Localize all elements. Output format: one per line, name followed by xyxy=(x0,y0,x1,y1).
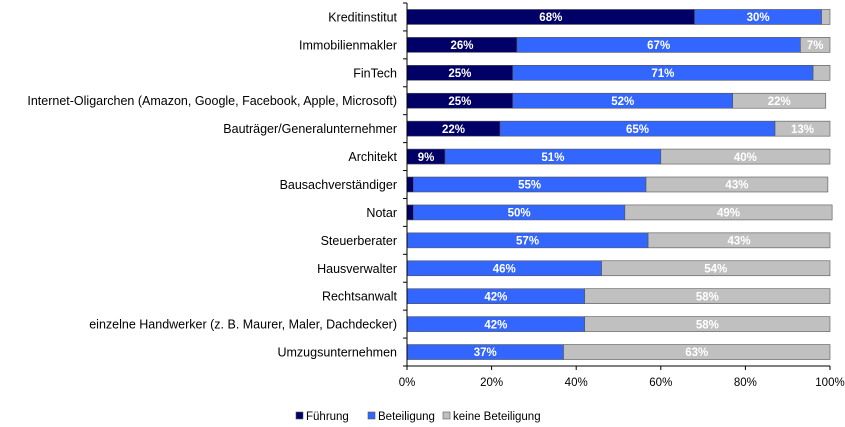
bar-segment-keine-beteiligung xyxy=(774,120,831,137)
data-label: 49% xyxy=(717,208,740,220)
legend-label: Beteiligung xyxy=(378,411,435,423)
data-label: 57% xyxy=(516,236,539,248)
data-label: 43% xyxy=(728,236,751,248)
data-label: 63% xyxy=(685,347,708,359)
data-label: 54% xyxy=(704,263,727,275)
data-label: 55% xyxy=(518,180,541,192)
category-label: Bausachverständiger xyxy=(280,178,397,192)
data-label: 68% xyxy=(539,12,562,24)
bar-segment-keine-beteiligung xyxy=(584,316,831,332)
bar-segment-keine-beteiligung xyxy=(584,288,831,304)
legend-swatch xyxy=(442,411,451,420)
category-label: Internet-Oligarchen (Amazon, Google, Fac… xyxy=(27,94,397,108)
category-label: Notar xyxy=(366,206,397,220)
data-label: 9% xyxy=(418,152,435,164)
bar-segment-keine-beteiligung xyxy=(660,148,831,165)
bar-segment-keine-beteiligung xyxy=(732,92,827,109)
data-label: 30% xyxy=(747,12,770,24)
data-label: 58% xyxy=(696,291,719,303)
category-label: Architekt xyxy=(348,150,397,164)
bar-segment-keine-beteiligung xyxy=(563,344,831,360)
data-label: 71% xyxy=(651,68,674,80)
data-label: 58% xyxy=(696,319,719,331)
data-label: 26% xyxy=(450,40,473,52)
data-label: 42% xyxy=(484,291,507,303)
x-tick-label: 80% xyxy=(734,377,757,389)
data-label: 51% xyxy=(541,152,564,164)
legend-label: keine Beteiligung xyxy=(453,411,541,423)
x-axis: 0% 20% 40% 60% 80% 100% xyxy=(399,2,845,389)
x-tick-label: 0% xyxy=(399,377,416,389)
data-label: 46% xyxy=(493,263,516,275)
category-label: Bauträger/Generalunternehmer xyxy=(223,122,397,136)
category-labels: Kreditinstitut Immobilienmakler FinTech Int… xyxy=(27,10,397,359)
bar-segment-keine-beteiligung xyxy=(821,9,831,25)
bar-segment-keine-beteiligung xyxy=(800,37,831,53)
legend-swatch xyxy=(295,411,304,420)
data-label: 25% xyxy=(448,68,471,80)
bar-segment-keine-beteiligung xyxy=(624,204,833,221)
bar-segment-keine-beteiligung xyxy=(645,176,829,193)
bar-segment-führung xyxy=(406,204,414,221)
x-tick-label: 60% xyxy=(649,377,672,389)
data-label: 40% xyxy=(734,152,757,164)
data-label: 50% xyxy=(508,208,531,220)
data-label: 22% xyxy=(442,124,465,136)
data-label: 65% xyxy=(626,124,649,136)
category-label: einzelne Handwerker (z. B. Maurer, Maler… xyxy=(89,318,397,332)
category-label: Umzugsunternehmen xyxy=(277,346,397,360)
data-label: 25% xyxy=(448,96,471,108)
data-label: 67% xyxy=(647,40,670,52)
legend-label: Führung xyxy=(306,411,349,423)
category-label: FinTech xyxy=(353,66,397,80)
legend: Führung Beteiligung keine Beteiligung xyxy=(295,411,541,423)
x-tick-label: 100% xyxy=(815,377,844,389)
category-label: Steuerberater xyxy=(321,234,397,248)
category-label: Kreditinstitut xyxy=(328,10,397,24)
data-label: 22% xyxy=(768,96,791,108)
category-label: Rechtsanwalt xyxy=(322,290,398,304)
data-label: 13% xyxy=(791,124,814,136)
data-label: 37% xyxy=(474,347,497,359)
bar-segment-keine-beteiligung xyxy=(812,65,831,81)
data-label: 42% xyxy=(484,319,507,331)
x-tick-label: 40% xyxy=(565,377,588,389)
bar-segment-keine-beteiligung xyxy=(601,260,831,277)
category-label: Hausverwalter xyxy=(317,262,397,276)
category-label: Immobilienmakler xyxy=(299,38,397,52)
legend-swatch xyxy=(367,411,376,420)
data-label: 52% xyxy=(611,96,634,108)
x-tick-label: 20% xyxy=(480,377,503,389)
bar-segment-keine-beteiligung xyxy=(647,232,831,249)
data-label: 43% xyxy=(725,180,748,192)
bar-segment-führung xyxy=(406,176,414,193)
bars-layer: 68% 30% 26% 67% 7% 25% 71% 25% 52% 22% 22% 65% 13% 9%… xyxy=(406,9,833,360)
data-label: 7% xyxy=(807,40,824,52)
